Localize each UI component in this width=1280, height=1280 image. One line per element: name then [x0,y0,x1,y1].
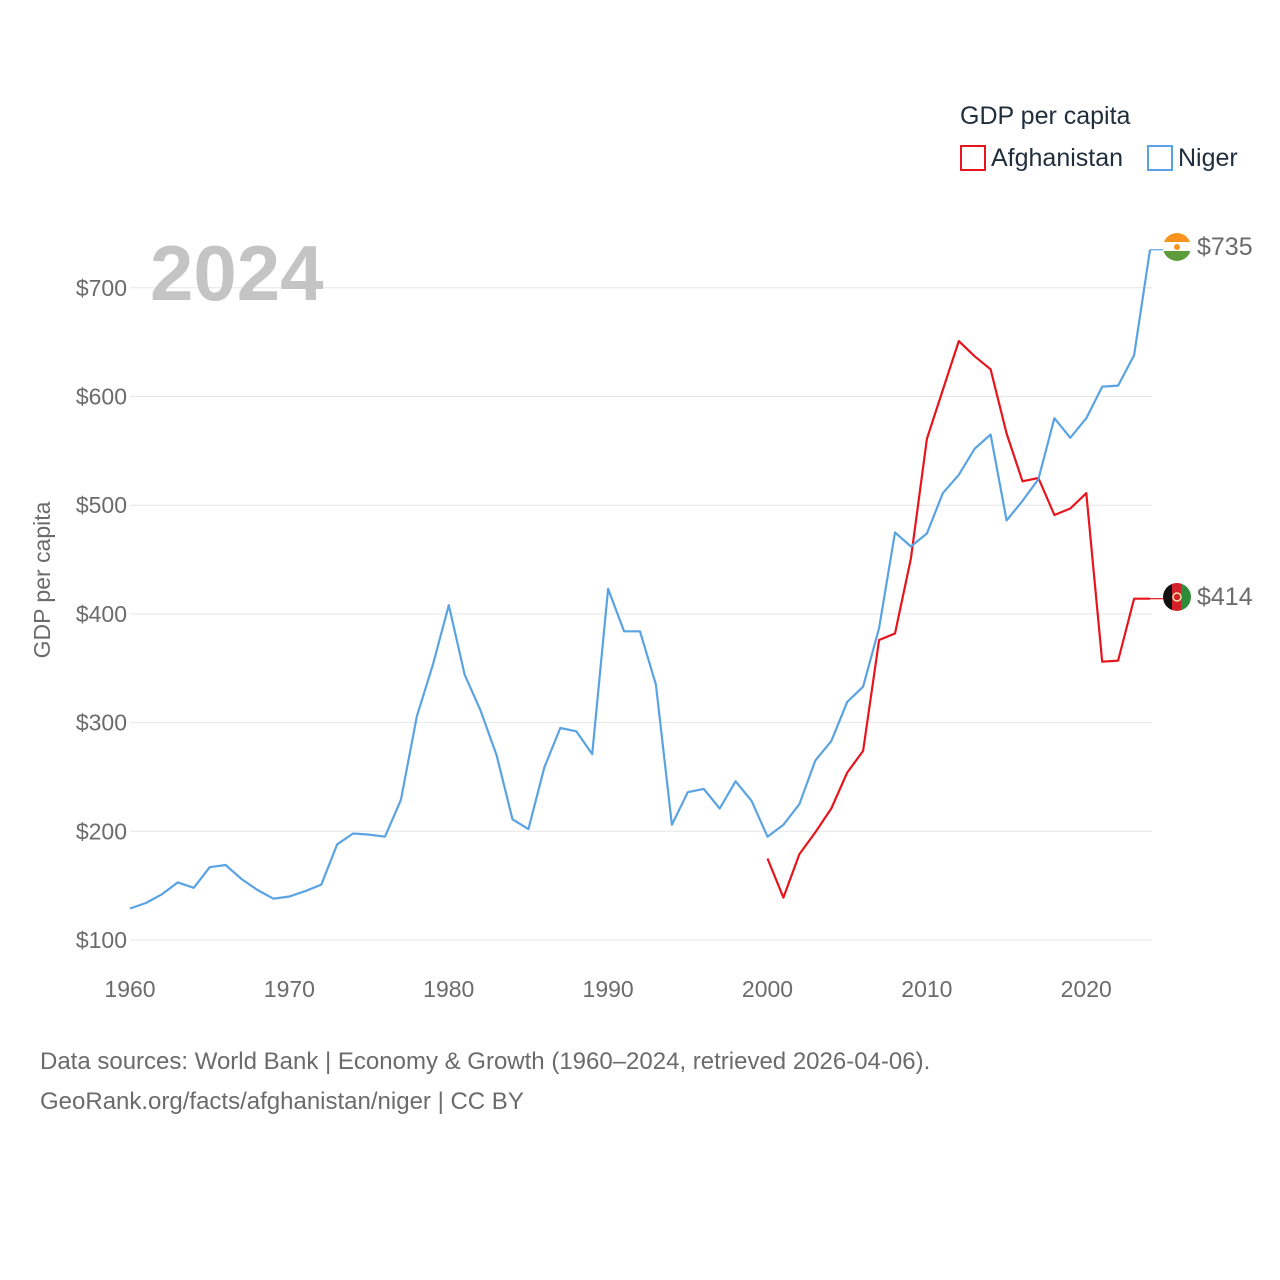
x-tick-label: 2000 [742,976,793,1002]
legend-title: GDP per capita [960,102,1131,130]
source-note: Data sources: World Bank | Economy & Gro… [40,1042,930,1122]
year-label: 2024 [150,229,324,317]
y-tick-label: $500 [76,492,127,518]
series-lines [129,249,1163,910]
x-tick-label: 2010 [901,976,952,1002]
source-line-2[interactable]: GeoRank.org/facts/afghanistan/niger | CC… [40,1088,524,1115]
y-tick-label: $700 [76,275,127,301]
afghanistan-flag-icon [1163,583,1191,611]
legend: GDP per capita Afghanistan Niger [960,102,1238,172]
y-axis-label: GDP per capita [29,501,55,658]
legend-label-niger: Niger [1178,144,1238,172]
y-axis-ticks: $100 $200 $300 $400 $500 $600 $700 [76,275,127,953]
y-tick-label: $400 [76,601,127,627]
y-tick-label: $100 [76,927,127,953]
x-tick-label: 1980 [423,976,474,1002]
x-tick-label: 2020 [1061,976,1112,1002]
end-label-afghanistan: $414 [1197,583,1253,611]
y-tick-label: $600 [76,384,127,410]
legend-label-afghanistan: Afghanistan [991,144,1123,172]
source-line-1: Data sources: World Bank | Economy & Gro… [40,1048,931,1075]
series-line-afghanistan [766,340,1150,899]
y-tick-label: $200 [76,818,127,844]
end-label-niger: $735 [1197,233,1253,261]
x-tick-label: 1960 [104,976,155,1002]
gridlines [130,287,1152,941]
series-line-niger [129,249,1152,910]
y-tick-label: $300 [76,710,127,736]
niger-flag-icon [1163,233,1191,261]
legend-swatch-niger [1147,145,1173,171]
legend-swatch-afghanistan [960,145,986,171]
x-tick-label: 1990 [583,976,634,1002]
x-tick-label: 1970 [264,976,315,1002]
x-axis-ticks: 1960 1970 1980 1990 2000 2010 2020 [104,976,1111,1002]
